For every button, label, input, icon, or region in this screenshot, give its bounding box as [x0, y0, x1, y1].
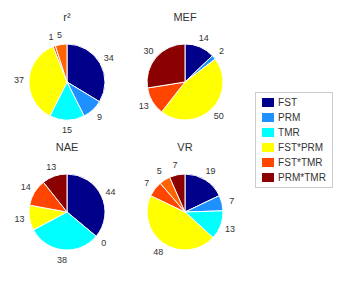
svg-text:1: 1	[48, 32, 53, 42]
svg-text:13: 13	[46, 162, 56, 172]
svg-text:13: 13	[225, 224, 235, 234]
svg-text:2: 2	[219, 46, 224, 56]
html-text:FST*PRM: FST*PRM	[278, 142, 324, 153]
html-text:MEF: MEF	[173, 11, 197, 23]
svg-text:7: 7	[173, 160, 178, 170]
html-text:TMR: TMR	[278, 127, 300, 138]
html-text:FST*TMR: FST*TMR	[278, 157, 323, 168]
svg-text:50: 50	[214, 111, 224, 121]
html-text:PRM: PRM	[278, 112, 301, 123]
html-text:PRM*TMR: PRM*TMR	[278, 172, 326, 183]
html-text:r²: r²	[63, 11, 71, 23]
html-text:NAE: NAE	[55, 141, 79, 153]
svg-text:5: 5	[157, 166, 162, 176]
svg-text:38: 38	[57, 255, 67, 265]
svg-text:7: 7	[229, 196, 234, 206]
svg-text:30: 30	[143, 46, 153, 56]
svg-text:19: 19	[206, 166, 216, 176]
svg-text:14: 14	[199, 33, 209, 43]
svg-text:13: 13	[15, 214, 25, 224]
svg-text:5: 5	[57, 30, 62, 40]
svg-text:44: 44	[105, 187, 115, 197]
html-text:FST: FST	[278, 97, 297, 108]
svg-text:34: 34	[104, 53, 114, 63]
svg-text:15: 15	[62, 125, 72, 135]
svg-text:0: 0	[101, 238, 106, 248]
svg-text:13: 13	[139, 101, 149, 111]
svg-text:7: 7	[144, 178, 149, 188]
svg-text:9: 9	[97, 112, 102, 122]
svg-text:14: 14	[21, 182, 31, 192]
html-text:VR: VR	[177, 141, 193, 153]
svg-text:37: 37	[14, 75, 24, 85]
svg-text:48: 48	[153, 247, 163, 257]
